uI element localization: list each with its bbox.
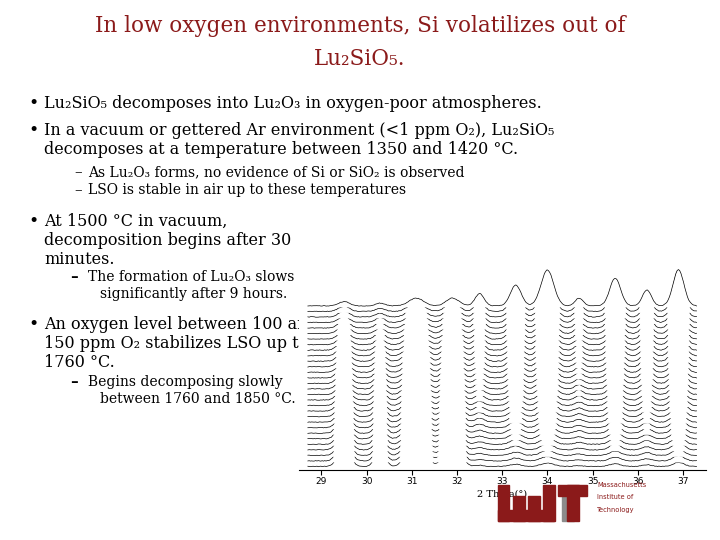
Text: –: –	[74, 165, 81, 179]
Text: Lu₂SiO₅ decomposes into Lu₂O₃ in oxygen-poor atmospheres.: Lu₂SiO₅ decomposes into Lu₂O₃ in oxygen-…	[44, 95, 541, 112]
Text: As Lu₂O₃ forms, no evidence of Si or SiO₂ is observed: As Lu₂O₃ forms, no evidence of Si or SiO…	[88, 165, 464, 179]
Bar	[498, 485, 510, 521]
Text: decomposition begins after 30: decomposition begins after 30	[44, 232, 292, 249]
Text: The formation of Lu₂O₃ slows: The formation of Lu₂O₃ slows	[88, 270, 294, 284]
Text: •: •	[28, 122, 38, 139]
Text: Massachusetts: Massachusetts	[597, 482, 646, 488]
Text: Institute of: Institute of	[597, 494, 633, 500]
Text: 1760 °C.: 1760 °C.	[44, 354, 114, 371]
Text: •: •	[28, 213, 38, 230]
Bar	[558, 485, 588, 496]
Bar	[528, 496, 540, 521]
Text: significantly after 9 hours.: significantly after 9 hours.	[100, 287, 287, 301]
Bar	[543, 485, 555, 521]
Text: between 1760 and 1850 °C.: between 1760 and 1850 °C.	[100, 392, 296, 406]
Text: decomposes at a temperature between 1350 and 1420 °C.: decomposes at a temperature between 1350…	[44, 141, 518, 158]
Text: Lu₂SiO₅.: Lu₂SiO₅.	[314, 48, 406, 70]
Text: LSO is stable in air up to these temperatures: LSO is stable in air up to these tempera…	[88, 183, 406, 197]
Bar	[498, 510, 554, 521]
Bar	[513, 496, 525, 521]
Text: 150 ppm O₂ stabilizes LSO up to: 150 ppm O₂ stabilizes LSO up to	[44, 335, 308, 352]
Text: •: •	[28, 316, 38, 333]
Text: An oxygen level between 100 and: An oxygen level between 100 and	[44, 316, 318, 333]
Text: At 1500 °C in vacuum,: At 1500 °C in vacuum,	[44, 213, 228, 230]
Bar	[562, 496, 575, 521]
Text: –: –	[70, 375, 78, 389]
Bar	[567, 485, 579, 521]
Text: minutes.: minutes.	[44, 251, 114, 268]
Text: •: •	[28, 95, 38, 112]
Text: In low oxygen environments, Si volatilizes out of: In low oxygen environments, Si volatiliz…	[95, 15, 625, 37]
X-axis label: 2 Theta(°): 2 Theta(°)	[477, 489, 527, 498]
Text: Technology: Technology	[597, 507, 634, 512]
Text: Begins decomposing slowly: Begins decomposing slowly	[88, 375, 283, 389]
Text: In a vacuum or gettered Ar environment (<1 ppm O₂), Lu₂SiO₅: In a vacuum or gettered Ar environment (…	[44, 122, 554, 139]
Text: –: –	[74, 183, 81, 197]
Text: –: –	[70, 270, 78, 284]
